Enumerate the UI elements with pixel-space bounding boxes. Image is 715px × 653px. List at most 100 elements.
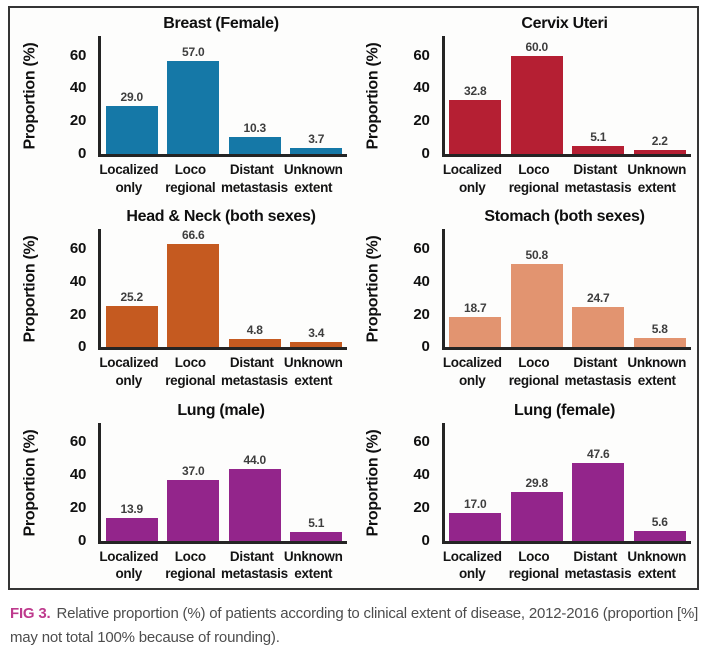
bar (105, 517, 158, 541)
chart-panel-breast-female: Breast (Female) Proportion (%) 0 20 40 60 29.0… (10, 8, 354, 201)
y-tick-label: 20 (69, 305, 86, 323)
x-category-label: Loco regional (508, 355, 559, 389)
plot-area: 29.0 57.0 10.3 3.7 (98, 36, 347, 157)
y-tick-column: 0 20 40 60 (48, 423, 94, 548)
bar-value-label: 32.8 (463, 84, 487, 99)
bar (633, 150, 686, 154)
y-tick-label: 0 (421, 338, 430, 356)
plot-area: 25.2 66.6 4.8 3.4 (98, 228, 347, 351)
bar-cell: 29.8 (506, 423, 568, 541)
bar (228, 137, 281, 154)
y-tick-label: 40 (413, 272, 430, 290)
chart-title: Lung (male) (177, 401, 265, 419)
y-tick-column: 0 20 40 60 (392, 423, 438, 548)
y-axis-label: Proportion (%) (364, 42, 382, 150)
x-category-label: Distant metastasis (221, 162, 288, 195)
y-tick-column: 0 20 40 60 (48, 36, 94, 162)
bar-value-label: 66.6 (181, 228, 205, 243)
bar-cell: 37.0 (163, 423, 225, 541)
bar (633, 531, 686, 541)
y-tick-label: 40 (69, 79, 86, 97)
bar-cell: 25.2 (101, 229, 163, 348)
y-tick-label: 60 (413, 240, 430, 257)
x-category-label: Distant metastasis (221, 355, 288, 389)
bar-value-label: 17.0 (463, 496, 487, 511)
y-tick-label: 20 (69, 112, 86, 130)
bar (105, 306, 158, 348)
chart-panel-lung-female: Lung (female) Proportion (%) 0 20 40 60 17.0 29… (354, 395, 698, 588)
y-tick-label: 60 (69, 240, 86, 257)
bar-value-label: 10.3 (243, 121, 267, 136)
bar-cell: 2.2 (629, 36, 691, 154)
x-label-row: Localized only Loco regional Distant metastas… (98, 548, 344, 584)
bar (228, 468, 281, 541)
y-tick-column: 0 20 40 60 (48, 229, 94, 355)
chart-title: Stomach (both sexes) (484, 208, 645, 226)
y-axis-label: Proportion (%) (21, 42, 38, 150)
y-axis-label-wrap: Proportion (%) (18, 34, 42, 158)
bar-value-label: 44.0 (243, 452, 267, 467)
bar-value-label: 13.9 (120, 501, 144, 516)
x-category-label: Loco regional (165, 548, 216, 582)
bar-value-label: 37.0 (181, 464, 205, 479)
bar-value-label: 5.6 (651, 515, 668, 530)
bar (510, 491, 563, 541)
bar-value-label: 29.0 (120, 90, 144, 105)
x-label-row: Localized only Loco regional Distant metastas… (98, 161, 344, 197)
y-axis-label-wrap: Proportion (%) (362, 227, 386, 351)
x-category-label: Distant metastasis (564, 355, 632, 389)
bar (510, 55, 563, 154)
panel-grid: Breast (Female) Proportion (%) 0 20 40 60 29.0… (10, 8, 697, 588)
bar (290, 341, 343, 348)
bar-cell: 4.8 (224, 229, 286, 348)
bar-value-label: 18.7 (463, 300, 487, 315)
x-category-label: Localized only (99, 548, 159, 582)
x-category-label: Localized only (99, 162, 159, 195)
y-tick-label: 20 (413, 498, 430, 516)
chart-title: Head & Neck (both sexes) (126, 208, 316, 226)
x-category-label: Distant metastasis (221, 548, 288, 582)
bar-value-label: 3.4 (308, 325, 325, 340)
y-tick-label: 60 (69, 433, 86, 451)
bar-cell: 13.9 (101, 423, 163, 541)
chart-panel-lung-male: Lung (male) Proportion (%) 0 20 40 60 13.9 37.0… (10, 395, 354, 588)
x-category-label: Distant metastasis (564, 548, 632, 582)
bar (449, 316, 502, 348)
bar-cell: 47.6 (568, 423, 630, 541)
x-category-label: Unknown extent (283, 162, 343, 195)
chart-title: Cervix Uteri (521, 15, 608, 32)
y-tick-column: 0 20 40 60 (392, 36, 438, 162)
bar-cell: 24.7 (568, 229, 630, 348)
figure-caption-text: Relative proportion (%) of patients acco… (10, 605, 699, 646)
bar (228, 339, 281, 348)
bar-cell: 10.3 (224, 36, 286, 154)
y-tick-label: 20 (69, 498, 86, 516)
y-tick-label: 0 (77, 531, 86, 549)
bar-cell: 29.0 (101, 36, 163, 154)
y-tick-label: 60 (413, 433, 430, 451)
bar-cell: 32.8 (445, 36, 507, 154)
chart-title: Breast (Female) (163, 15, 279, 32)
chart-panel-head-neck: Head & Neck (both sexes) Proportion (%) 0 2… (10, 201, 354, 394)
bar-value-label: 50.8 (525, 248, 549, 263)
bar-value-label: 57.0 (181, 44, 205, 59)
x-label-row: Localized only Loco regional Distant metastas… (442, 354, 688, 390)
bar-cell: 17.0 (445, 423, 507, 541)
x-category-label: Localized only (442, 548, 502, 582)
bar (633, 337, 686, 348)
y-tick-label: 40 (413, 79, 430, 97)
y-tick-label: 40 (69, 272, 86, 290)
x-category-label: Localized only (442, 162, 502, 195)
x-category-label: Unknown extent (627, 162, 687, 195)
bar-value-label: 3.7 (308, 131, 325, 146)
chart-title: Lung (female) (514, 401, 615, 419)
bar (449, 100, 502, 154)
y-tick-label: 40 (413, 466, 430, 484)
y-tick-label: 0 (421, 145, 430, 162)
bar-value-label: 2.2 (651, 134, 668, 149)
chart-panel-cervix-uteri: Cervix Uteri Proportion (%) 0 20 40 60 32.8 60.… (354, 8, 698, 201)
bar (105, 106, 158, 154)
y-tick-column: 0 20 40 60 (392, 229, 438, 355)
bar-cell: 50.8 (506, 229, 568, 348)
x-category-label: Unknown extent (627, 355, 687, 389)
